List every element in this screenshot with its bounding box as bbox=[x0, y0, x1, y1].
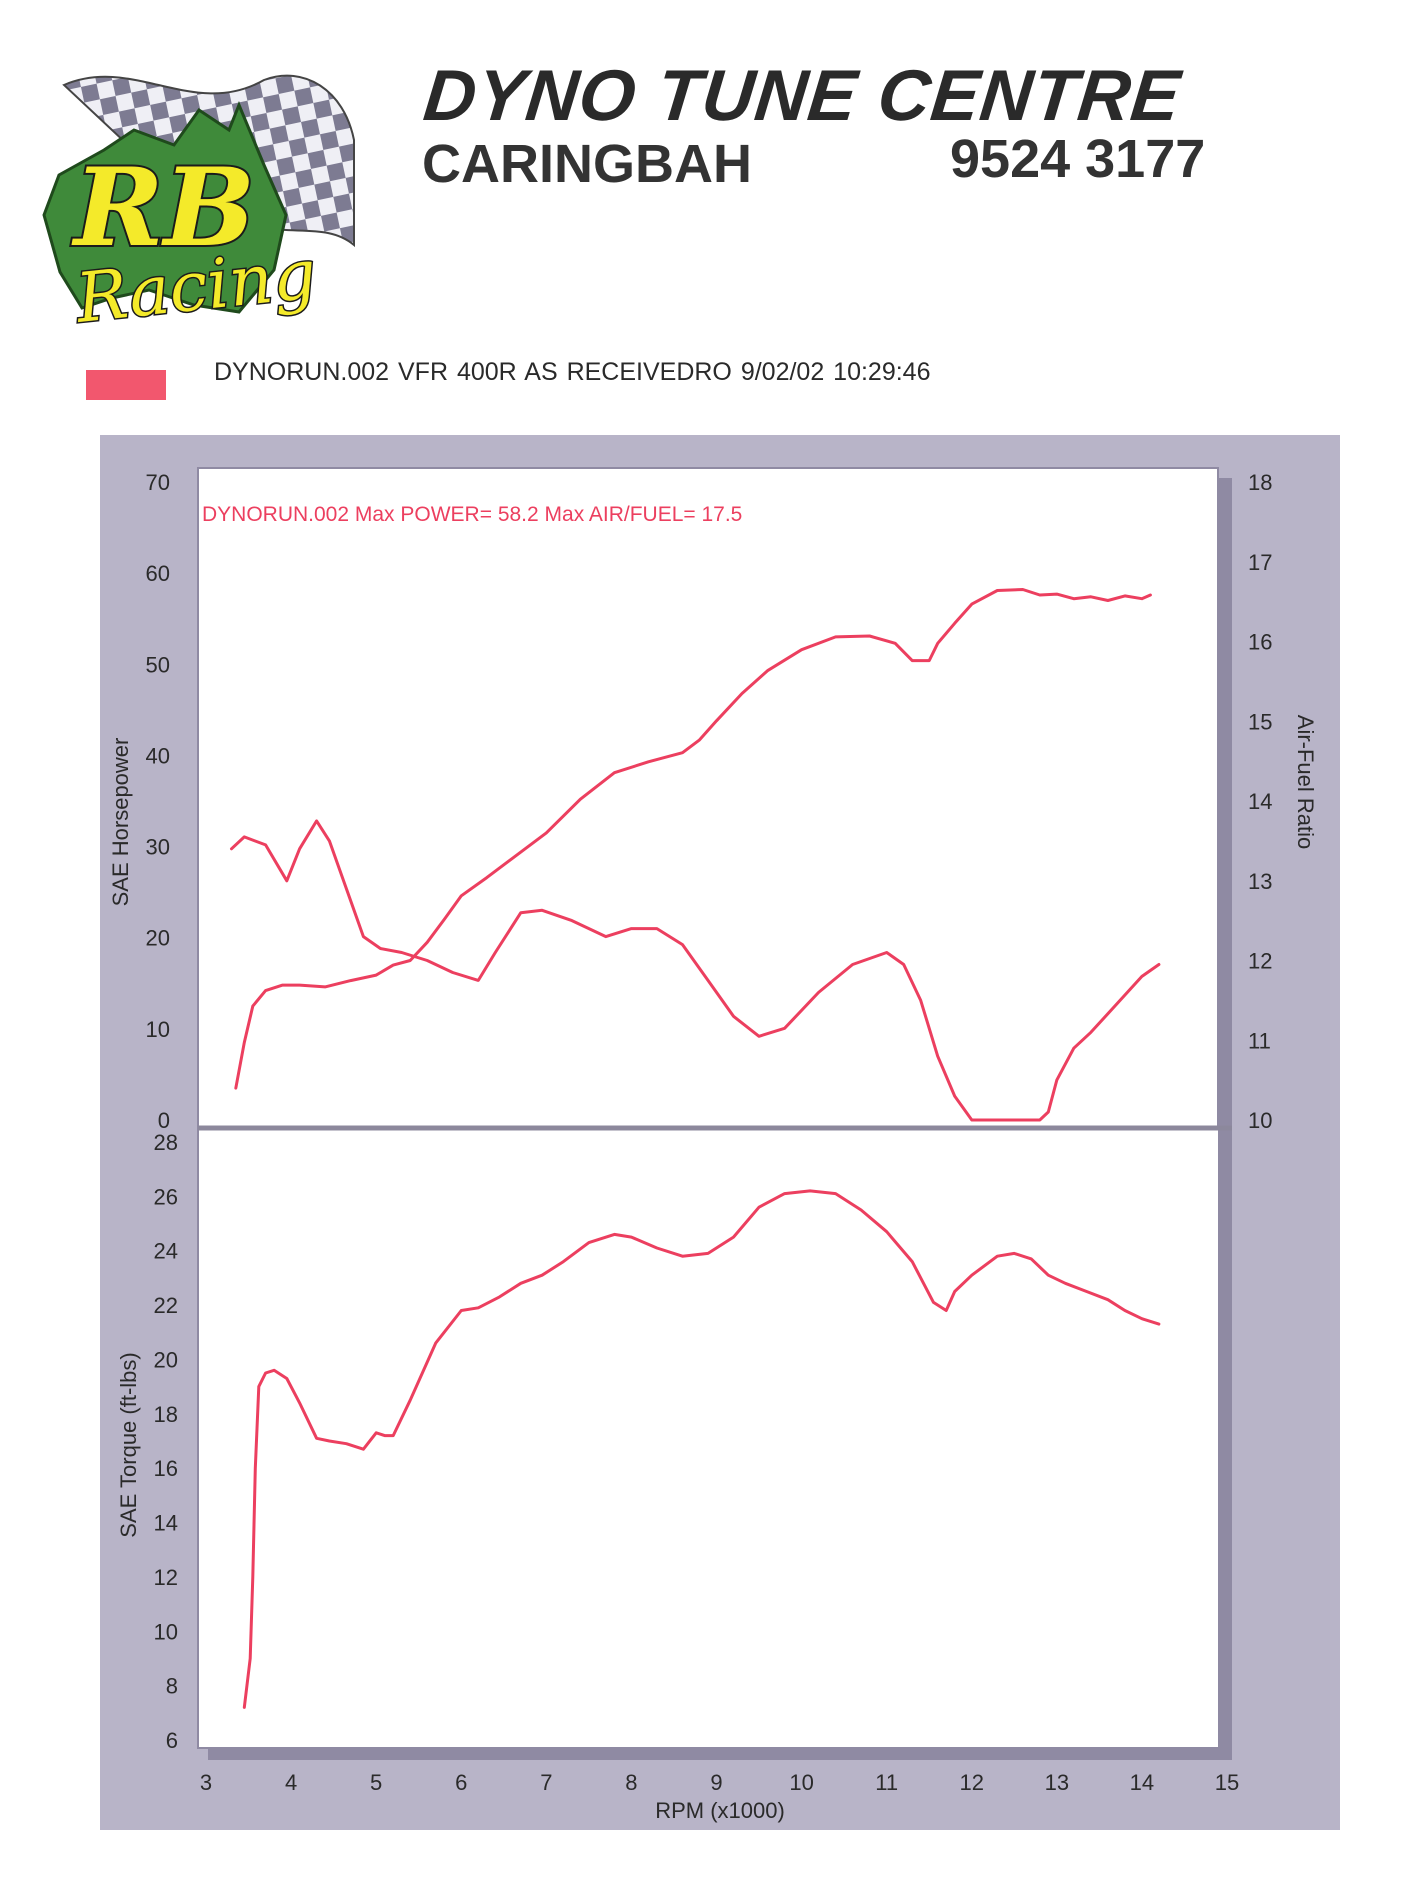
torque-axis-ticks: 6 8 10 12 14 16 18 20 22 24 26 28 bbox=[154, 1130, 178, 1753]
rpm-tick-label: 10 bbox=[789, 1770, 813, 1795]
rpm-tick-label: 9 bbox=[710, 1770, 722, 1795]
afr-tick-label: 17 bbox=[1248, 550, 1272, 575]
afr-tick-label: 16 bbox=[1248, 630, 1272, 655]
torque-tick-label: 12 bbox=[154, 1565, 178, 1590]
torque-line bbox=[242, 1189, 1161, 1709]
rpm-tick-label: 12 bbox=[960, 1770, 984, 1795]
torque-tick-label: 10 bbox=[154, 1619, 178, 1644]
torque-tick-label: 20 bbox=[154, 1347, 178, 1372]
power-tick-label: 0 bbox=[158, 1108, 170, 1133]
rpm-axis-label: RPM (x1000) bbox=[655, 1798, 785, 1823]
rpm-tick-label: 8 bbox=[625, 1770, 637, 1795]
afr-tick-label: 11 bbox=[1248, 1028, 1271, 1053]
power-tick-label: 60 bbox=[146, 561, 170, 586]
torque-tick-label: 16 bbox=[154, 1456, 178, 1481]
power-tick-label: 10 bbox=[146, 1017, 170, 1042]
rpm-tick-label: 4 bbox=[285, 1770, 297, 1795]
rpm-tick-label: 11 bbox=[875, 1770, 898, 1795]
afr-tick-label: 18 bbox=[1248, 470, 1272, 495]
rb-racing-logo: RB Racing bbox=[42, 74, 355, 341]
phone-number: 9524 3177 bbox=[950, 129, 1206, 189]
torque-axis-label: SAE Torque (ft-lbs) bbox=[116, 1352, 141, 1537]
rpm-tick-label: 7 bbox=[540, 1770, 552, 1795]
rpm-tick-label: 5 bbox=[370, 1770, 382, 1795]
suburb-name: CARINGBAH bbox=[422, 134, 752, 194]
afr-tick-label: 10 bbox=[1248, 1108, 1272, 1133]
australia-map-icon bbox=[42, 101, 288, 314]
chart-annotation: DYNORUN.002 Max POWER= 58.2 Max AIR/FUEL… bbox=[202, 503, 742, 526]
rpm-axis-ticks: 3 4 5 6 7 8 9 10 11 12 13 14 15 bbox=[200, 1770, 1239, 1795]
afr-tick-label: 12 bbox=[1248, 949, 1272, 974]
series-color-swatch bbox=[86, 370, 166, 400]
power-tick-label: 50 bbox=[146, 652, 170, 677]
afr-axis-ticks: 10 11 12 13 14 15 16 17 18 bbox=[1248, 470, 1272, 1133]
power-axis-label: SAE Horsepower bbox=[108, 738, 133, 907]
rpm-tick-label: 14 bbox=[1130, 1770, 1154, 1795]
torque-tick-label: 14 bbox=[154, 1511, 178, 1536]
afr-tick-label: 15 bbox=[1248, 709, 1272, 734]
torque-tick-label: 24 bbox=[154, 1239, 178, 1264]
torque-tick-label: 6 bbox=[166, 1728, 178, 1753]
torque-tick-label: 22 bbox=[154, 1293, 178, 1318]
power-tick-label: 70 bbox=[146, 470, 170, 495]
power-tick-label: 40 bbox=[146, 743, 170, 768]
rpm-tick-label: 3 bbox=[200, 1770, 212, 1795]
power-tick-label: 30 bbox=[146, 835, 170, 860]
run-info: DYNORUN.002 VFR 400R AS RECEIVEDRO 9/02/… bbox=[214, 358, 931, 386]
series-lines bbox=[230, 588, 1161, 1709]
rpm-tick-label: 15 bbox=[1215, 1770, 1239, 1795]
logo-rb-text: RB bbox=[71, 145, 255, 271]
rpm-tick-label: 13 bbox=[1045, 1770, 1069, 1795]
plot-shadow-bottom bbox=[208, 1748, 1232, 1760]
afr-tick-label: 13 bbox=[1248, 869, 1272, 894]
plot-area-power bbox=[197, 467, 1219, 1129]
afr-axis-label: Air-Fuel Ratio bbox=[1293, 715, 1318, 849]
afr-tick-label: 14 bbox=[1248, 789, 1272, 814]
torque-tick-label: 8 bbox=[166, 1674, 178, 1699]
air-fuel-line bbox=[230, 819, 1161, 1122]
torque-tick-label: 28 bbox=[154, 1130, 178, 1155]
power-tick-label: 20 bbox=[146, 926, 170, 951]
torque-tick-label: 26 bbox=[154, 1184, 178, 1209]
plot-shadow-right bbox=[1218, 478, 1232, 1748]
plot-area-torque bbox=[197, 1127, 1229, 1749]
rpm-tick-label: 6 bbox=[455, 1770, 467, 1795]
torque-tick-label: 18 bbox=[154, 1402, 178, 1427]
power-axis-ticks: 0 10 20 30 40 50 60 70 bbox=[146, 470, 170, 1133]
horsepower-line bbox=[234, 588, 1152, 1090]
